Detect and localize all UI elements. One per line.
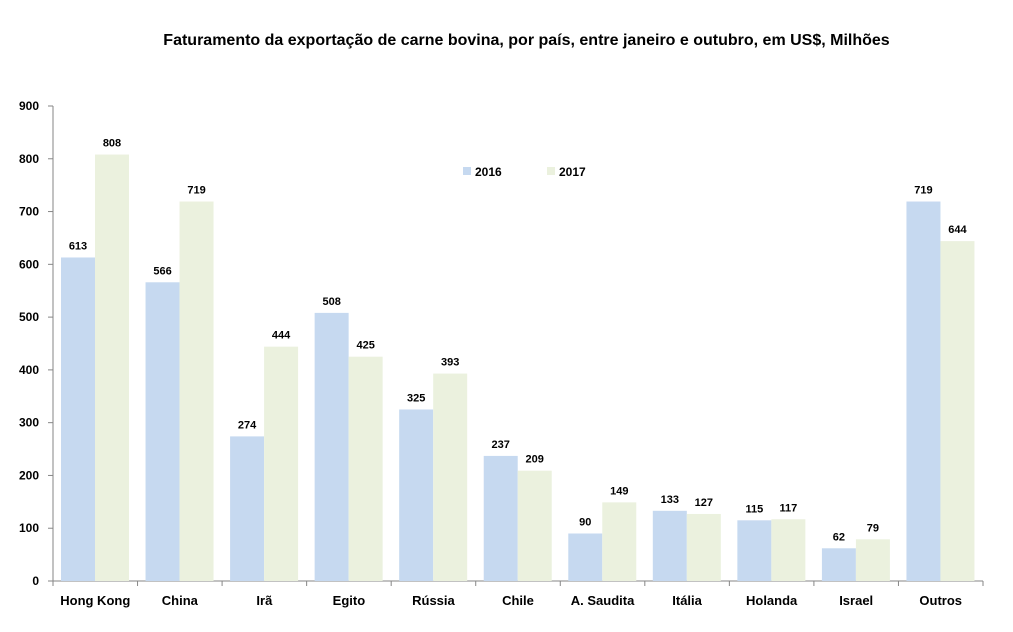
data-label: 209	[526, 454, 544, 466]
x-category-label: Rússia	[412, 593, 455, 608]
data-label: 425	[356, 340, 374, 352]
y-tick-label: 0	[32, 574, 39, 588]
y-tick-label: 900	[19, 99, 39, 113]
x-category-label: Irã	[256, 593, 273, 608]
bar-2017	[686, 513, 721, 581]
bar-2017	[602, 502, 637, 581]
bar-2017	[433, 373, 468, 581]
data-label: 719	[914, 185, 932, 197]
x-category-label: Outros	[919, 593, 962, 608]
bar-2016	[821, 548, 856, 581]
bar-2016	[399, 409, 434, 581]
bar-2017	[855, 539, 890, 581]
data-label: 115	[745, 503, 763, 515]
bar-2016	[483, 455, 518, 581]
data-label: 644	[948, 224, 967, 236]
data-label: 62	[833, 531, 845, 543]
x-category-label: Chile	[502, 593, 534, 608]
bar-2016	[61, 257, 95, 581]
data-label: 237	[492, 439, 510, 451]
data-label: 79	[867, 522, 879, 534]
bar-2016	[568, 533, 603, 581]
bar-2016	[230, 436, 265, 581]
data-label: 444	[272, 330, 291, 342]
legend-label: 2017	[559, 165, 586, 179]
y-tick-label: 400	[19, 363, 39, 377]
bar-2017	[264, 346, 299, 581]
bar-2017	[348, 356, 383, 581]
x-category-label: Israel	[839, 593, 873, 608]
data-label: 117	[779, 502, 797, 514]
bar-2017	[517, 470, 552, 581]
y-tick-label: 700	[19, 205, 39, 219]
bar-2016	[737, 520, 772, 581]
y-tick-label: 200	[19, 468, 39, 482]
bar-2017	[179, 201, 214, 581]
bar-2016	[145, 282, 180, 581]
y-tick-label: 800	[19, 152, 39, 166]
data-label: 808	[103, 138, 121, 150]
bar-2017	[95, 154, 129, 582]
legend-swatch-2017	[547, 167, 555, 175]
x-category-label: Holanda	[746, 593, 798, 608]
x-category-label: Itália	[672, 593, 702, 608]
x-category-label: Egito	[333, 593, 366, 608]
data-label: 325	[407, 392, 425, 404]
data-label: 566	[153, 265, 171, 277]
y-tick-label: 300	[19, 416, 39, 430]
x-category-label: Hong Kong	[60, 593, 130, 608]
data-label: 393	[441, 357, 459, 369]
data-label: 90	[579, 517, 591, 529]
bar-2016	[314, 312, 349, 581]
data-label: 719	[187, 185, 205, 197]
chart-title: Faturamento da exportação de carne bovin…	[163, 32, 890, 49]
y-tick-label: 500	[19, 310, 39, 324]
y-tick-label: 100	[19, 521, 39, 535]
data-label: 133	[661, 494, 679, 506]
bar-2016	[652, 510, 687, 581]
bar-2016	[906, 201, 941, 581]
data-label: 508	[322, 296, 340, 308]
x-category-label: China	[162, 593, 199, 608]
data-label: 149	[610, 485, 628, 497]
bar-2017	[771, 519, 806, 581]
legend-swatch-2016	[463, 167, 471, 175]
data-label: 127	[695, 497, 713, 509]
y-tick-label: 600	[19, 257, 39, 271]
bar-2017	[940, 241, 975, 581]
data-label: 274	[238, 419, 257, 431]
data-label: 613	[69, 240, 87, 252]
legend-label: 2016	[475, 165, 502, 179]
x-category-label: A. Saudita	[571, 593, 635, 608]
